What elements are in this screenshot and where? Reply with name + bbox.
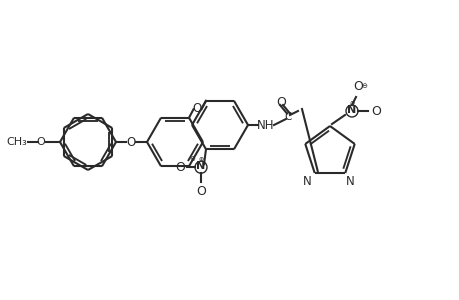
Text: O: O	[175, 161, 185, 174]
Text: N: N	[196, 161, 205, 171]
Text: O: O	[196, 185, 206, 198]
Text: O: O	[353, 80, 362, 93]
Text: ⊖: ⊖	[189, 156, 195, 162]
Text: O: O	[370, 104, 380, 118]
Text: O: O	[127, 136, 136, 148]
Text: O: O	[275, 95, 285, 109]
Text: N: N	[347, 105, 356, 115]
Text: ⊕: ⊕	[198, 157, 203, 162]
Text: O: O	[192, 102, 202, 115]
Text: N: N	[346, 175, 354, 188]
Text: ⊖: ⊖	[360, 83, 366, 89]
Text: C: C	[284, 112, 291, 122]
Text: N: N	[302, 175, 311, 188]
Text: O: O	[36, 137, 45, 147]
Text: NH: NH	[257, 118, 274, 131]
Text: ⊕: ⊕	[349, 100, 354, 106]
Text: CH₃: CH₃	[6, 137, 27, 147]
